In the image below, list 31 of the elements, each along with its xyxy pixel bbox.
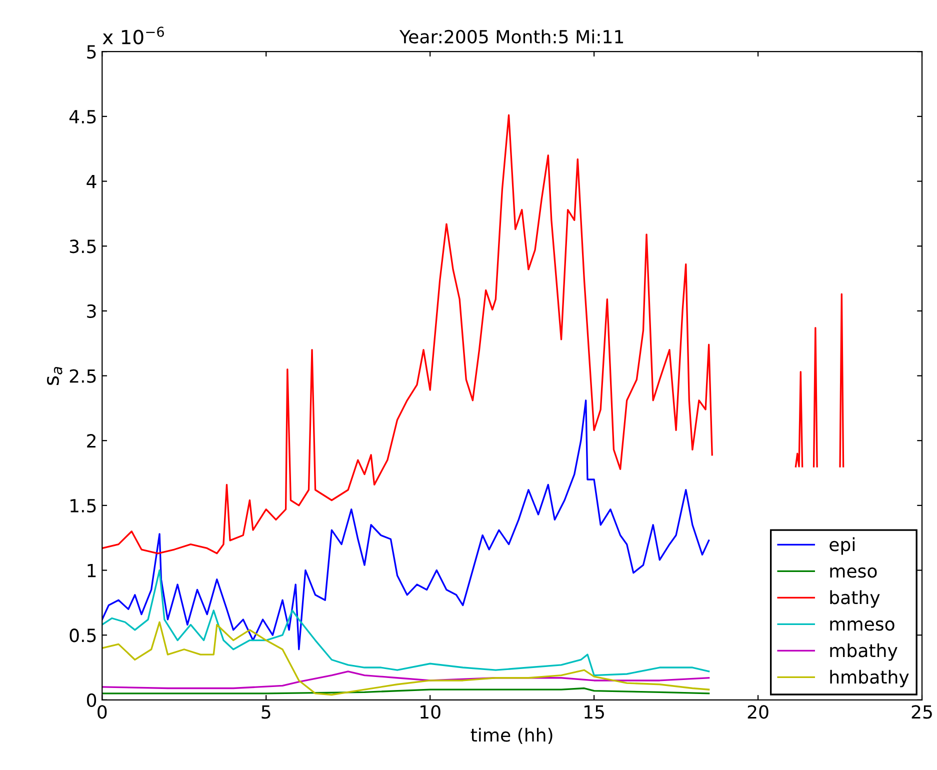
y-tick-label: 1 <box>88 564 96 578</box>
x-tick-label: 10 <box>420 705 440 719</box>
y-tick-label: 2.5 <box>70 369 96 383</box>
legend-label: hmbathy <box>830 670 909 688</box>
y-tick-label: 0 <box>86 693 96 708</box>
legend-label: epi <box>830 537 854 555</box>
legend-label: meso <box>830 567 877 578</box>
y-tick-label: 4.5 <box>69 110 96 124</box>
legend-label: mbathy <box>830 643 898 661</box>
y-tick-label: 1.5 <box>70 499 96 513</box>
y-tick-label: 2 <box>87 434 96 448</box>
y-tick-label: 3.5 <box>70 240 96 254</box>
y-axis-title: s$_{a}$ <box>47 367 62 385</box>
x-tick-label: 20 <box>748 705 768 719</box>
x-tick-label: 5 <box>262 705 270 719</box>
y-tick-label: 5 <box>87 45 96 59</box>
line-series <box>102 670 710 690</box>
y-tick-label: 4 <box>86 174 96 188</box>
x-tick-label: 15 <box>584 705 604 719</box>
text: x 10$^{−6}$ <box>102 26 164 44</box>
x-axis-title: time (hh) <box>470 728 552 744</box>
line-series <box>102 569 710 676</box>
legend-label: mmeso <box>830 620 894 631</box>
x-tick-label: 0 <box>98 705 107 719</box>
line-series <box>102 400 710 650</box>
y-tick-label: 0.5 <box>70 628 96 642</box>
y-tick-label: 3 <box>87 304 96 318</box>
chart-title: Year:2005 Month:5 Mi:11 <box>399 30 624 44</box>
line-series <box>102 621 710 696</box>
legend-label: bathy <box>830 590 880 608</box>
x-tick-label: 25 <box>912 705 932 719</box>
